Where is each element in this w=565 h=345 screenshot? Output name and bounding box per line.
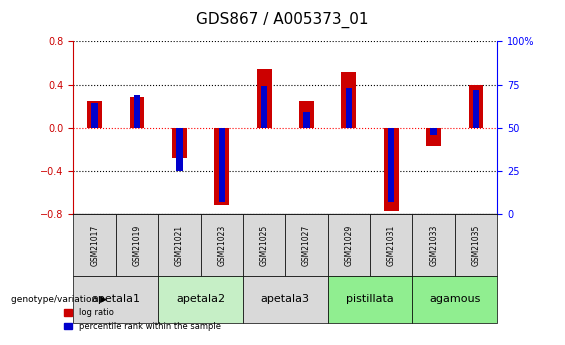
- Bar: [92, 104, 98, 128]
- Text: genotype/variation ▶: genotype/variation ▶: [11, 295, 107, 304]
- Bar: [214, 128, 229, 205]
- Bar: [431, 128, 437, 135]
- Text: GSM21025: GSM21025: [260, 224, 268, 266]
- Bar: [87, 101, 102, 128]
- Text: GSM21023: GSM21023: [218, 224, 226, 266]
- Bar: [468, 85, 484, 128]
- Text: GDS867 / A005373_01: GDS867 / A005373_01: [196, 11, 369, 28]
- Text: GSM21031: GSM21031: [387, 224, 396, 266]
- Bar: [303, 112, 310, 128]
- Text: GSM21017: GSM21017: [90, 224, 99, 266]
- Bar: [346, 88, 352, 128]
- Bar: [172, 128, 187, 158]
- Bar: [134, 95, 140, 128]
- Text: agamous: agamous: [429, 294, 480, 304]
- Legend: log ratio, percentile rank within the sample: log ratio, percentile rank within the sa…: [60, 305, 224, 334]
- Text: apetala3: apetala3: [261, 294, 310, 304]
- Text: apetala1: apetala1: [92, 294, 140, 304]
- Bar: [426, 128, 441, 146]
- Text: GSM21021: GSM21021: [175, 224, 184, 266]
- Bar: [219, 128, 225, 202]
- Text: GSM21019: GSM21019: [133, 224, 141, 266]
- Bar: [261, 86, 267, 128]
- Text: GSM21027: GSM21027: [302, 224, 311, 266]
- Text: GSM21033: GSM21033: [429, 224, 438, 266]
- Bar: [384, 128, 399, 211]
- Bar: [341, 71, 357, 128]
- Text: apetala2: apetala2: [176, 294, 225, 304]
- Bar: [388, 128, 394, 202]
- Bar: [473, 90, 479, 128]
- Text: GSM21035: GSM21035: [472, 224, 480, 266]
- Text: GSM21029: GSM21029: [345, 224, 353, 266]
- Bar: [176, 128, 182, 171]
- Bar: [299, 101, 314, 128]
- Bar: [257, 69, 272, 128]
- Bar: [129, 97, 145, 128]
- Text: pistillata: pistillata: [346, 294, 394, 304]
